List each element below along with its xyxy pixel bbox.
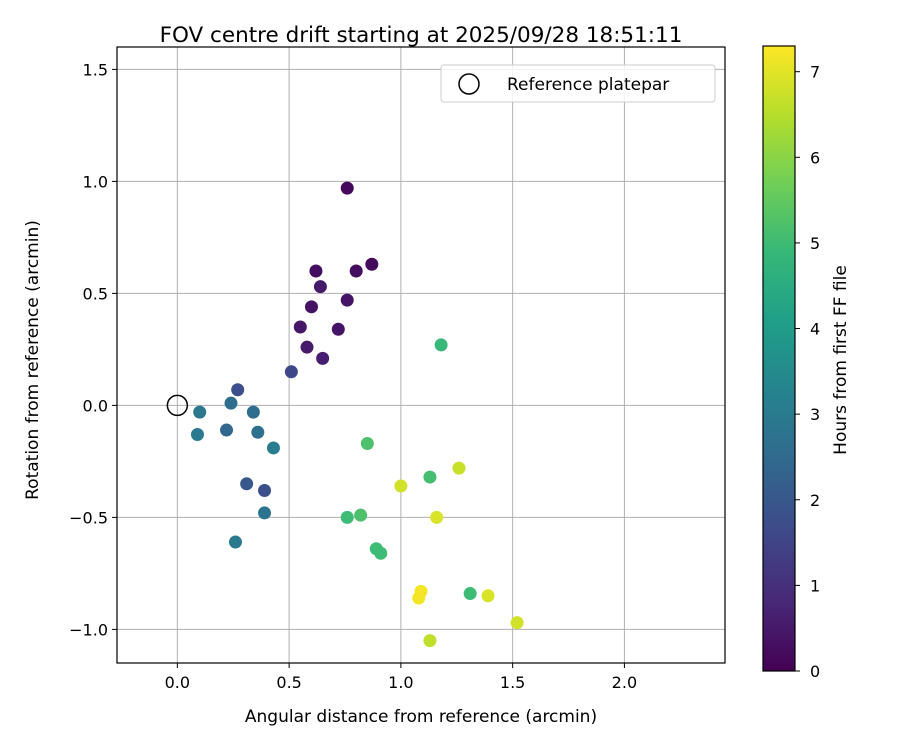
- x-tick-label: 2.0: [612, 673, 637, 692]
- data-point: [258, 506, 272, 520]
- data-point: [340, 181, 354, 195]
- data-point: [340, 510, 354, 524]
- grid: [117, 47, 725, 663]
- plot-frame: [116, 46, 726, 664]
- x-axis-ticks: 0.0 0.5 1.0 1.5 2.0: [165, 663, 637, 692]
- data-point: [452, 461, 466, 475]
- data-point: [349, 264, 363, 278]
- y-tick-label: 0.5: [83, 284, 108, 303]
- legend-marker-icon: [458, 73, 480, 95]
- y-axis-ticks: −1.0 −0.5 0.0 0.5 1.0 1.5: [69, 60, 117, 639]
- legend-label: Reference platepar: [507, 75, 669, 95]
- data-point: [193, 405, 207, 419]
- data-point: [374, 546, 388, 560]
- x-axis-label: Angular distance from reference (arcmin): [245, 707, 597, 727]
- colorbar-tick-label: 2: [810, 491, 820, 510]
- data-point: [423, 470, 437, 484]
- data-point: [354, 508, 368, 522]
- colorbar-tick-label: 3: [810, 405, 820, 424]
- data-point: [228, 535, 242, 549]
- data-point: [293, 320, 307, 334]
- data-point: [240, 477, 254, 491]
- data-point: [316, 351, 330, 365]
- legend-box: [440, 64, 716, 103]
- colorbar-tick-label: 5: [810, 234, 820, 253]
- data-point: [246, 405, 260, 419]
- colorbar-gradient: [762, 45, 796, 672]
- data-point: [434, 338, 448, 352]
- data-point: [510, 616, 524, 630]
- data-points: [190, 181, 524, 648]
- data-point: [360, 436, 374, 450]
- y-tick-label: 1.5: [83, 60, 108, 79]
- data-point: [313, 280, 327, 294]
- y-axis-label: Rotation from reference (arcmin): [23, 220, 43, 500]
- data-point: [231, 383, 245, 397]
- data-point: [309, 264, 323, 278]
- y-tick-label: 1.0: [83, 172, 108, 191]
- colorbar-tick-label: 1: [810, 576, 820, 595]
- data-point: [365, 257, 379, 271]
- chart-title: FOV centre drift starting at 2025/09/28 …: [160, 23, 683, 48]
- x-tick-label: 1.0: [388, 673, 413, 692]
- data-point: [423, 634, 437, 648]
- data-point: [251, 425, 265, 439]
- data-point: [220, 423, 234, 437]
- colorbar-tick-label: 0: [810, 662, 820, 681]
- colorbar: 0 1 2 3 4 5 6 7 Hours from first FF file: [762, 45, 851, 681]
- legend: Reference platepar: [440, 64, 716, 103]
- y-tick-label: −1.0: [69, 620, 108, 639]
- y-tick-label: −0.5: [69, 508, 108, 527]
- data-point: [481, 589, 495, 603]
- y-tick-label: 0.0: [83, 396, 108, 415]
- data-point: [340, 293, 354, 307]
- x-tick-label: 0.5: [276, 673, 301, 692]
- data-point: [266, 441, 280, 455]
- data-point: [331, 322, 345, 336]
- colorbar-tick-label: 6: [810, 148, 820, 167]
- colorbar-tick-label: 7: [810, 63, 820, 82]
- data-point: [258, 484, 272, 498]
- reference-platepar-marker: [166, 394, 189, 417]
- data-point: [190, 428, 204, 442]
- data-point: [304, 300, 318, 314]
- data-point: [224, 396, 238, 410]
- data-point: [430, 510, 444, 524]
- colorbar-tick-label: 4: [810, 320, 820, 339]
- colorbar-label: Hours from first FF file: [831, 265, 851, 455]
- data-point: [394, 479, 408, 493]
- x-tick-label: 0.0: [165, 673, 190, 692]
- data-point: [463, 587, 477, 601]
- colorbar-ticks: 0 1 2 3 4 5 6 7: [795, 63, 820, 681]
- data-point: [412, 591, 426, 605]
- x-tick-label: 1.5: [500, 673, 525, 692]
- data-point: [300, 340, 314, 354]
- data-point: [284, 365, 298, 379]
